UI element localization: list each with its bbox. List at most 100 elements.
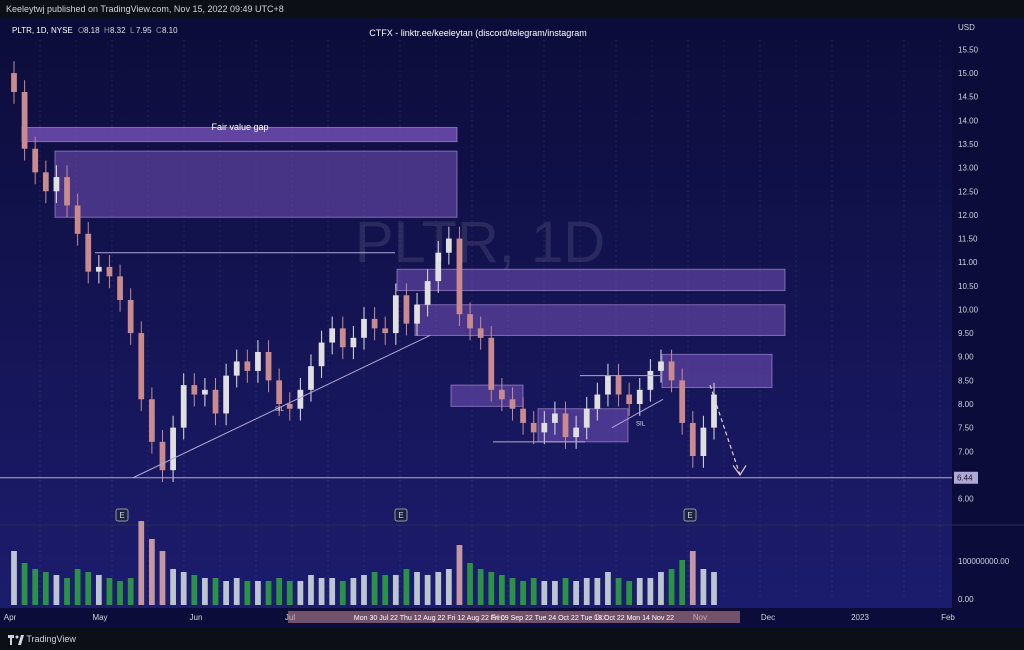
ohlc-key: L xyxy=(130,26,135,35)
ohlc-key: O xyxy=(78,26,84,35)
zone-box xyxy=(537,408,629,443)
candle-body xyxy=(583,408,590,428)
volume-bars xyxy=(11,521,717,605)
candle-body xyxy=(594,394,601,409)
volume-bar xyxy=(562,578,569,605)
tradingview-logo[interactable]: TradingView xyxy=(8,628,76,650)
ohlc-key: C xyxy=(156,26,162,35)
ohlc-value: 8.10 xyxy=(162,26,178,35)
candle-body xyxy=(11,73,17,92)
price-tick: 15.50 xyxy=(958,45,979,54)
candle-body xyxy=(424,281,431,305)
volume-bar xyxy=(679,560,686,605)
volume-bar xyxy=(202,578,208,605)
volume-bar xyxy=(159,551,166,605)
candle-body xyxy=(74,205,81,234)
candle-body xyxy=(212,389,219,414)
ohlc-value: 8.32 xyxy=(110,26,126,35)
ohlc-values: O 8.18 H 8.32 L 7.95 C 8.10 xyxy=(78,26,178,35)
volume-bar xyxy=(117,581,123,605)
candle-body xyxy=(265,352,272,381)
earnings-marker-label: E xyxy=(687,511,692,520)
volume-bar xyxy=(509,578,516,605)
volume-bar xyxy=(244,581,251,605)
candle-body xyxy=(149,399,155,442)
volume-bar xyxy=(636,578,643,605)
projection-arrowhead xyxy=(732,465,747,476)
volume-bar xyxy=(530,578,537,605)
price-tick: 6.00 xyxy=(958,495,974,504)
candle-body xyxy=(32,148,39,173)
volume-bar xyxy=(605,572,611,605)
volume-bar xyxy=(520,581,526,605)
trendline xyxy=(132,335,431,479)
price-axis[interactable]: 15.50 15.00 14.50 14.00 13.50 13.00 12.50 12.00… xyxy=(954,45,979,504)
candle-body xyxy=(159,441,166,471)
price-tick: 10.00 xyxy=(958,305,979,314)
volume-bar xyxy=(700,569,707,605)
candle-body xyxy=(21,92,28,149)
volume-bar xyxy=(573,581,579,605)
candle-body xyxy=(392,295,399,334)
candle-body xyxy=(180,385,187,428)
candle-body xyxy=(297,389,304,409)
price-tick: 9.00 xyxy=(958,353,974,362)
candle-body xyxy=(488,337,495,390)
price-tick: 14.50 xyxy=(958,93,979,102)
candle-body xyxy=(329,328,336,343)
candle-body xyxy=(361,318,367,338)
candle-body xyxy=(658,361,664,371)
date-range-text: Mon 30 Jul 22 Thu 12 Aug 22 Fri 12 Aug 2… xyxy=(354,615,674,622)
volume-bar xyxy=(435,572,442,605)
candle-body xyxy=(689,422,696,456)
time-tick: Jun xyxy=(190,613,203,622)
candle-body xyxy=(350,337,357,348)
time-axis[interactable]: AprMayJunJulSepOctNovDec2023FebMon 30 Ju… xyxy=(0,608,1024,628)
volume-bar xyxy=(488,572,495,605)
candle-body xyxy=(668,361,675,381)
volume-bar xyxy=(668,569,675,605)
candle-body xyxy=(308,366,314,390)
volume-bar xyxy=(255,581,261,605)
candle-body xyxy=(700,427,707,456)
price-chart[interactable]: SIL SIL PLTR, 1D PLTR, 1D, NYSE O 8.18 H 8.3… xyxy=(0,18,1024,628)
candle-body xyxy=(223,375,229,414)
publish-line: Keeleytwj published on TradingView.com, … xyxy=(6,4,284,14)
candle-body xyxy=(679,380,686,423)
volume-bar xyxy=(499,575,505,605)
bottom-bar: TradingView xyxy=(0,628,1024,650)
volume-bar xyxy=(318,578,325,605)
volume-axis: 100000000.00 0.00 xyxy=(958,557,1010,604)
volume-bar xyxy=(615,578,622,605)
price-tick: 12.50 xyxy=(958,187,979,196)
candle-body xyxy=(170,427,176,471)
candle-body xyxy=(403,295,410,324)
ohlc-value: 8.18 xyxy=(84,26,100,35)
earnings-marker xyxy=(394,508,408,522)
volume-bar xyxy=(339,581,346,605)
ohlc-key: H xyxy=(104,26,110,35)
candle-body xyxy=(509,399,516,409)
volume-bar xyxy=(149,539,155,605)
candle-body xyxy=(371,318,378,329)
candle-body xyxy=(117,276,123,300)
time-tick: Dec xyxy=(761,613,775,622)
volume-bar xyxy=(53,575,60,605)
overlays: SIL SIL xyxy=(0,252,952,479)
volume-bar xyxy=(541,581,548,605)
candle-body xyxy=(127,300,134,334)
volume-bar xyxy=(403,569,410,605)
price-tick: 8.00 xyxy=(958,400,974,409)
candle-body xyxy=(233,361,240,376)
volume-bar xyxy=(95,575,102,605)
earnings-marker-label: E xyxy=(398,511,403,520)
volume-bar xyxy=(594,578,601,605)
volume-bar xyxy=(74,569,81,605)
candle-body xyxy=(318,342,325,367)
candle-body xyxy=(106,266,113,277)
time-tick: 2023 xyxy=(851,613,869,622)
zone-box xyxy=(396,268,786,292)
volume-bar xyxy=(456,545,463,605)
volume-bar xyxy=(233,578,240,605)
